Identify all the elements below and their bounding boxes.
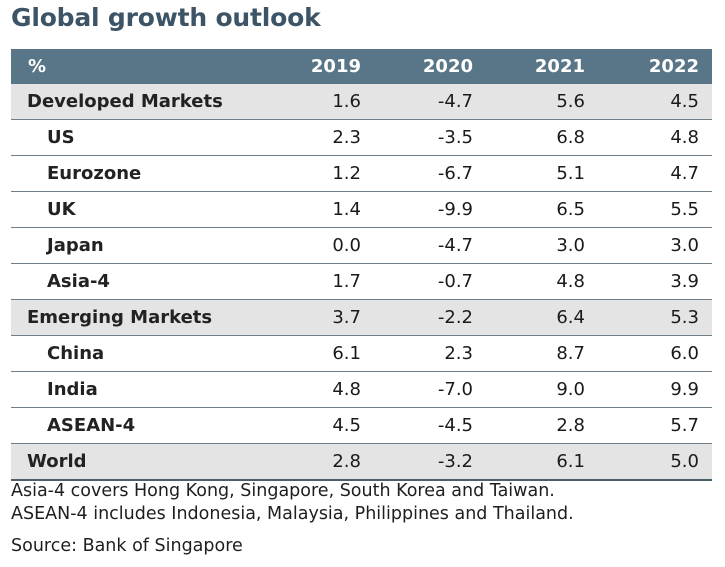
table-cell: -0.7	[374, 263, 486, 300]
column-header-2021: 2021	[486, 49, 598, 84]
table-cell: 6.0	[598, 335, 712, 372]
footnotes: Asia-4 covers Hong Kong, Singapore, Sout…	[11, 480, 574, 526]
table-row-total: World 2.8 -3.2 6.1 5.0	[11, 443, 712, 481]
table-row: UK 1.4 -9.9 6.5 5.5	[11, 191, 712, 228]
table-cell: 4.8	[486, 263, 598, 300]
table-cell: -4.7	[374, 227, 486, 264]
table-cell: 3.0	[598, 227, 712, 264]
table-cell: 9.9	[598, 371, 712, 408]
table-cell: 9.0	[486, 371, 598, 408]
table-cell: -3.2	[374, 443, 486, 481]
table-cell: 4.5	[598, 84, 712, 120]
footnote-asia-4: Asia-4 covers Hong Kong, Singapore, Sout…	[11, 481, 555, 501]
table-cell: 1.2	[249, 155, 374, 192]
table-cell: 6.1	[249, 335, 374, 372]
row-label: UK	[11, 191, 249, 228]
column-header-2020: 2020	[374, 49, 486, 84]
table-row: US 2.3 -3.5 6.8 4.8	[11, 119, 712, 156]
row-label: Eurozone	[11, 155, 249, 192]
table-cell: 6.4	[486, 299, 598, 336]
row-label: ASEAN-4	[11, 407, 249, 444]
table-cell: 5.7	[598, 407, 712, 444]
table-cell: -6.7	[374, 155, 486, 192]
row-label: India	[11, 371, 249, 408]
table-cell: 4.5	[249, 407, 374, 444]
row-label: Emerging Markets	[11, 299, 249, 336]
column-header-2022: 2022	[598, 49, 712, 84]
table-row: China 6.1 2.3 8.7 6.0	[11, 335, 712, 372]
table-row: Japan 0.0 -4.7 3.0 3.0	[11, 227, 712, 264]
table-row: Eurozone 1.2 -6.7 5.1 4.7	[11, 155, 712, 192]
table-row: Developed Markets 1.6 -4.7 5.6 4.5	[11, 84, 712, 120]
table-cell: 4.7	[598, 155, 712, 192]
table-cell: -3.5	[374, 119, 486, 156]
table-cell: 3.0	[486, 227, 598, 264]
table-cell: 4.8	[249, 371, 374, 408]
column-header-unit: %	[11, 49, 249, 84]
row-label: Developed Markets	[11, 84, 249, 120]
table-cell: 6.1	[486, 443, 598, 481]
row-label: US	[11, 119, 249, 156]
table-cell: 5.3	[598, 299, 712, 336]
table-row: ASEAN-4 4.5 -4.5 2.8 5.7	[11, 407, 712, 444]
table-cell: 2.8	[486, 407, 598, 444]
table-cell: 1.4	[249, 191, 374, 228]
table-cell: 6.5	[486, 191, 598, 228]
table-body: Developed Markets 1.6 -4.7 5.6 4.5 US 2.…	[11, 84, 712, 481]
table-cell: 5.6	[486, 84, 598, 120]
table-row: Emerging Markets 3.7 -2.2 6.4 5.3	[11, 299, 712, 336]
table-cell: -7.0	[374, 371, 486, 408]
row-label: Asia-4	[11, 263, 249, 300]
table-cell: 4.8	[598, 119, 712, 156]
table-cell: 8.7	[486, 335, 598, 372]
table-cell: -9.9	[374, 191, 486, 228]
table-cell: 5.5	[598, 191, 712, 228]
footnote-asean-4: ASEAN-4 includes Indonesia, Malaysia, Ph…	[11, 504, 574, 524]
table-row: Asia-4 1.7 -0.7 4.8 3.9	[11, 263, 712, 300]
page-title: Global growth outlook	[11, 3, 321, 32]
table-cell: -4.7	[374, 84, 486, 120]
table-cell: 2.8	[249, 443, 374, 481]
table-cell: 2.3	[374, 335, 486, 372]
growth-outlook-table: % 2019 2020 2021 2022 Developed Markets …	[11, 49, 712, 481]
table-cell: 2.3	[249, 119, 374, 156]
table-cell: 0.0	[249, 227, 374, 264]
table-cell: 1.7	[249, 263, 374, 300]
table-cell: 5.0	[598, 443, 712, 481]
table-cell: -4.5	[374, 407, 486, 444]
row-label: Japan	[11, 227, 249, 264]
table-cell: 6.8	[486, 119, 598, 156]
table-row: India 4.8 -7.0 9.0 9.9	[11, 371, 712, 408]
row-label: World	[11, 443, 249, 481]
table-cell: 1.6	[249, 84, 374, 120]
source-note: Source: Bank of Singapore	[11, 536, 243, 556]
column-header-2019: 2019	[249, 49, 374, 84]
table-cell: 3.9	[598, 263, 712, 300]
table-cell: -2.2	[374, 299, 486, 336]
row-label: China	[11, 335, 249, 372]
table-cell: 5.1	[486, 155, 598, 192]
table-header-row: % 2019 2020 2021 2022	[11, 49, 712, 84]
table-cell: 3.7	[249, 299, 374, 336]
